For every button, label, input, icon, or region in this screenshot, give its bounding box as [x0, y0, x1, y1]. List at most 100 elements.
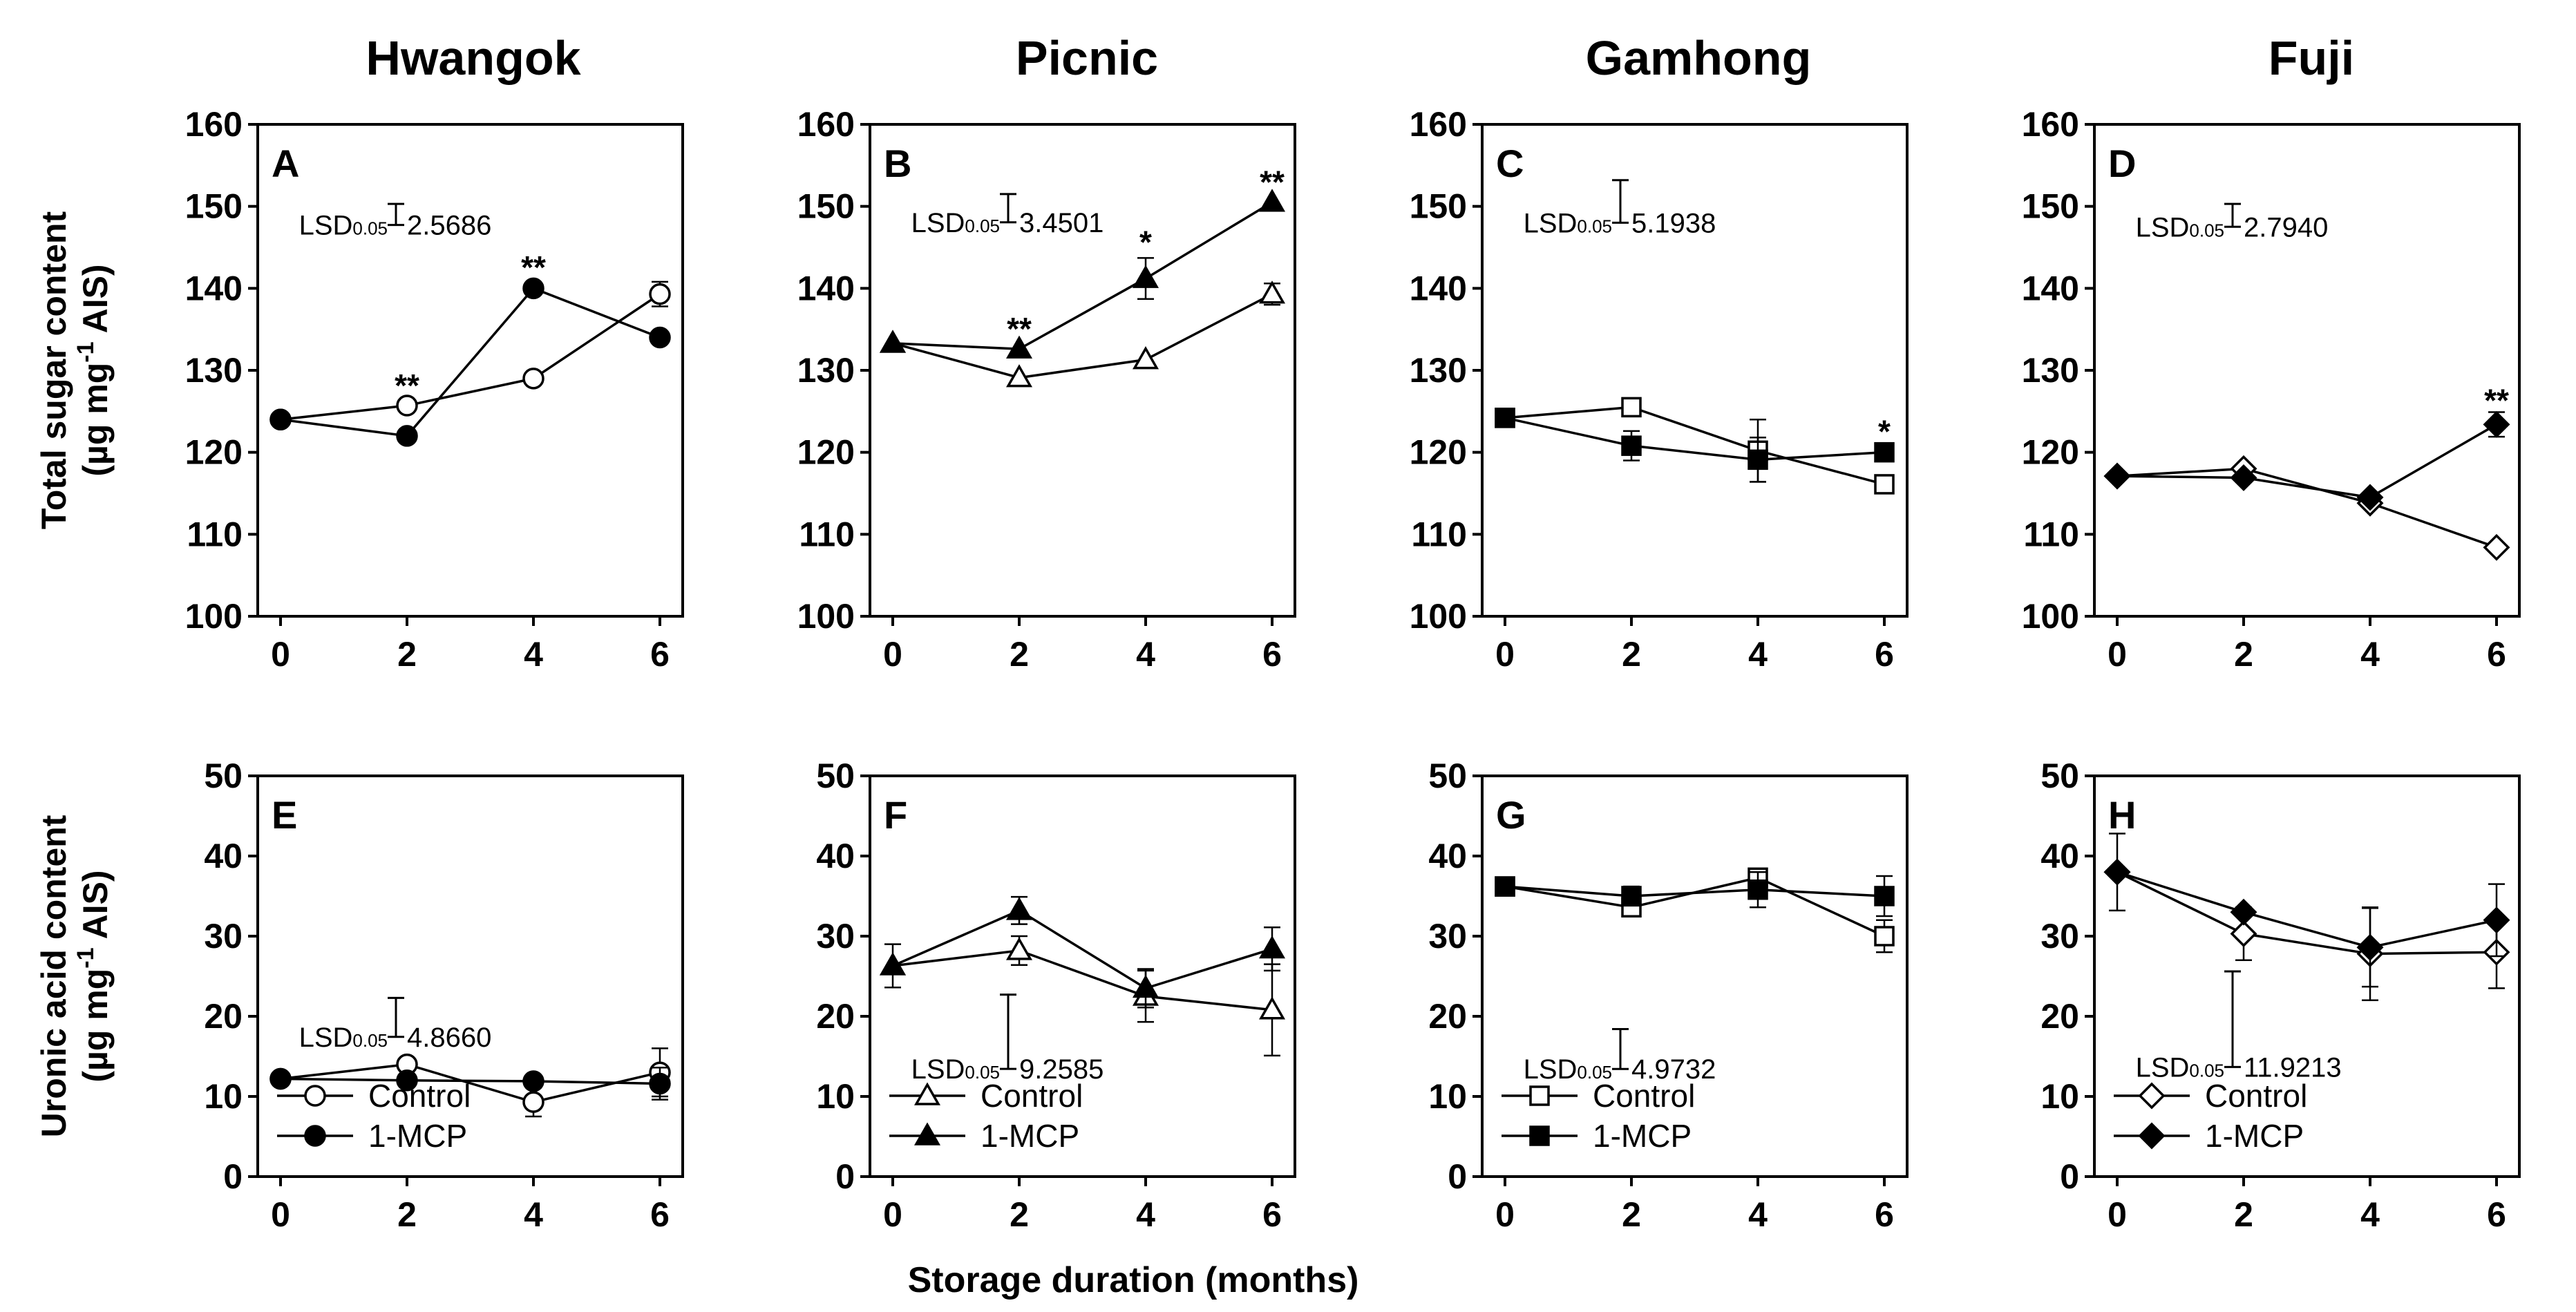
- column-title-hwangok: Hwangok: [366, 31, 580, 85]
- series-control: [269, 281, 671, 430]
- data-point: [2230, 920, 2257, 947]
- legend: Control 1-MCP: [889, 1078, 1083, 1154]
- y-axis-label-bottom: Uronic acid content (µg mg-1 AIS): [35, 815, 115, 1137]
- x-tick-label: 0: [271, 635, 290, 674]
- lsd-annotation: LSD0.05 5.1938: [1524, 179, 1716, 238]
- data-point: [1132, 974, 1159, 998]
- data-point: [2483, 533, 2510, 561]
- significance-mark: *: [1139, 224, 1152, 260]
- y-tick-label: 20: [2040, 997, 2079, 1036]
- lsd-label: LSD0.05: [911, 208, 1000, 238]
- x-tick-label: 2: [1010, 1195, 1029, 1234]
- lsd-annotation: LSD0.05 2.7940: [2136, 202, 2328, 243]
- y-tick-label: 150: [185, 187, 243, 226]
- y-tick-label: 150: [2022, 187, 2079, 226]
- y-tick-label: 120: [2022, 433, 2079, 472]
- series-1-mcp: [1495, 408, 1895, 483]
- data-point: [1495, 408, 1515, 428]
- y-tick-label: 50: [204, 757, 243, 795]
- legend-label: Control: [368, 1078, 471, 1114]
- lsd-label: LSD0.05: [1524, 208, 1612, 238]
- data-point: [2103, 462, 2131, 490]
- series-line: [280, 293, 661, 421]
- y-tick-label: 130: [185, 351, 243, 390]
- data-point: [2483, 410, 2510, 438]
- data-point: [1621, 886, 1642, 906]
- plot-frame: [256, 774, 684, 1178]
- data-point: [649, 1072, 671, 1095]
- plot-frame: [2093, 774, 2521, 1178]
- data-point: [522, 368, 544, 390]
- legend-label: Control: [1593, 1078, 1695, 1114]
- series-line: [280, 1063, 661, 1103]
- y-tick-label: 110: [2023, 515, 2079, 553]
- y-tick-label: 100: [797, 597, 855, 636]
- data-point: [879, 952, 907, 976]
- x-tick-label: 6: [2487, 635, 2506, 674]
- plot-frame: [869, 123, 1296, 618]
- y-tick-label: 20: [1428, 997, 1467, 1036]
- y-tick-label: 110: [1411, 515, 1467, 553]
- lsd-value: 3.4501: [1019, 208, 1104, 238]
- y-tick-label: 10: [204, 1077, 243, 1116]
- y-tick-label: 150: [1410, 187, 1467, 226]
- y-tick-label: 20: [204, 997, 243, 1036]
- x-tick-label: 4: [1748, 1195, 1768, 1234]
- x-tick-label: 6: [1875, 635, 1894, 674]
- series-line: [1504, 406, 1885, 486]
- series-1-mcp: [879, 189, 1286, 359]
- data-point: [1874, 926, 1895, 947]
- y-tick-label: 10: [816, 1077, 855, 1116]
- data-point: [396, 394, 418, 417]
- series-line: [892, 201, 1273, 350]
- y-tick-label: 0: [223, 1157, 243, 1196]
- y-tick-label: 40: [204, 837, 243, 875]
- y-axis-label-line2: (µg mg-1 AIS): [73, 264, 115, 476]
- series-control: [2103, 833, 2510, 1002]
- x-tick-label: 6: [650, 635, 670, 674]
- y-tick-label: 30: [1428, 917, 1467, 956]
- lsd-value: 4.8660: [407, 1023, 491, 1053]
- data-point: [1258, 935, 1286, 959]
- x-tick-label: 4: [1136, 635, 1155, 674]
- y-tick-label: 100: [1410, 597, 1467, 636]
- x-tick-label: 2: [1010, 635, 1029, 674]
- data-point: [1621, 397, 1642, 418]
- x-tick-label: 2: [1622, 1195, 1641, 1234]
- legend-label: 1-MCP: [981, 1118, 1079, 1154]
- lsd-label: LSD0.05: [911, 1054, 1000, 1085]
- y-tick-label: 130: [1410, 351, 1467, 390]
- data-point: [1005, 335, 1033, 359]
- x-tick-label: 2: [1622, 635, 1641, 674]
- x-tick-label: 2: [397, 635, 417, 674]
- y-tick-label: 160: [2022, 105, 2079, 144]
- data-point: [522, 1070, 544, 1092]
- lsd-label: LSD0.05: [1524, 1054, 1612, 1085]
- plot-frame: [869, 774, 1296, 1178]
- x-tick-label: 4: [524, 635, 543, 674]
- data-point: [1005, 937, 1033, 960]
- y-tick-label: 150: [797, 187, 855, 226]
- plot-frame: [1481, 774, 1909, 1178]
- legend-marker: [1529, 1125, 1550, 1146]
- legend-marker: [913, 1122, 941, 1145]
- x-axis-label: Storage duration (months): [908, 1260, 1359, 1300]
- data-point: [1874, 441, 1895, 463]
- series-control: [879, 935, 1286, 1057]
- series-line: [2116, 871, 2497, 949]
- legend-label: Control: [2205, 1078, 2307, 1114]
- lsd-annotation: LSD0.05 9.2585: [911, 993, 1104, 1085]
- data-point: [1874, 886, 1895, 906]
- series-1-mcp: [2103, 858, 2510, 988]
- y-tick-label: 110: [799, 515, 855, 553]
- y-tick-label: 130: [2022, 351, 2079, 390]
- data-point: [2230, 898, 2257, 926]
- series-line: [2116, 467, 2497, 549]
- x-tick-label: 0: [2108, 1195, 2127, 1234]
- series-line: [892, 293, 1273, 379]
